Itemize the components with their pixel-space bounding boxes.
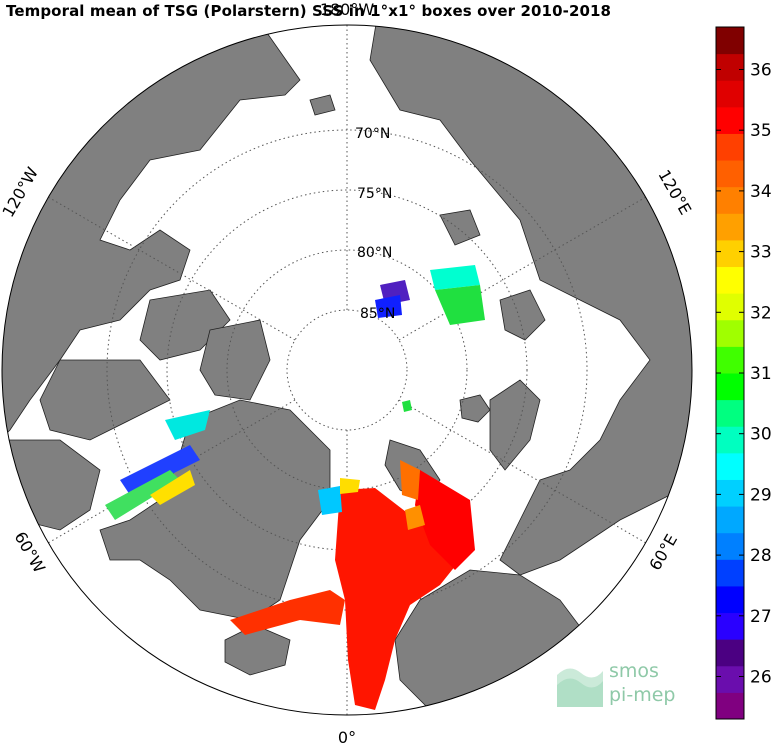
colorbar-swatch: [716, 479, 744, 507]
colorbar-swatch: [716, 346, 744, 374]
colorbar: 26 27 28 29 30 31 32 33 34 35 36: [715, 26, 772, 720]
sss-norwegian-sea-strip: [230, 590, 345, 635]
lat-circle-80: [226, 249, 468, 491]
sss-greenland-green: [105, 470, 180, 520]
colorbar-tick-label: 27: [750, 607, 772, 627]
colorbar-tick-label: 33: [750, 243, 772, 263]
sss-central-green: [435, 285, 485, 325]
lat-circle-85: [286, 309, 408, 431]
sss-greenland-cyan: [165, 410, 210, 440]
colorbar-tick-label: 29: [750, 485, 772, 505]
colorbar-swatch: [716, 53, 744, 81]
land-severnaya-zemlya: [499, 289, 546, 341]
lat-label-85: 85°N: [360, 306, 395, 322]
land-wrangel: [309, 94, 336, 116]
land-novaya-zemlya: [489, 379, 541, 471]
colorbar-tick-label: 30: [750, 425, 772, 445]
colorbar-swatch: [716, 319, 744, 347]
lon-label-180w: 180°W: [320, 0, 375, 19]
sss-central-cyan: [430, 265, 480, 290]
colorbar-swatch: [716, 160, 744, 188]
colorbar-swatch: [716, 612, 744, 640]
lon-label-120e: 120°E: [654, 166, 695, 218]
colorbar-swatch: [716, 532, 744, 560]
colorbar-swatch: [716, 373, 744, 401]
land-new-siberian-islands: [439, 209, 481, 246]
logo-text-pi-mep: pi-mep: [609, 684, 675, 706]
colorbar-swatch: [716, 27, 744, 55]
colorbar-swatch: [716, 665, 744, 693]
sss-greenland-blue: [120, 445, 200, 495]
colorbar-tick-label: 32: [750, 303, 772, 323]
sss-barents-strip: [415, 470, 475, 570]
colorbar-swatch: [716, 426, 744, 454]
colorbar-swatch: [716, 639, 744, 667]
logo-wave-icon: [557, 668, 603, 707]
colorbar-swatch: [716, 452, 744, 480]
sss-central-blue: [375, 295, 402, 318]
map-boundary: [1, 24, 693, 716]
colorbar-tick-label: 34: [750, 182, 772, 202]
lat-label-80: 80°N: [357, 245, 392, 261]
colorbar-swatches: [716, 27, 744, 720]
sss-fram-yellow: [340, 478, 360, 494]
land-greenland: [99, 399, 331, 621]
colorbar-swatch: [716, 133, 744, 161]
smos-pi-mep-logo: smos pi-mep: [557, 660, 675, 707]
colorbar-tick-label: 31: [750, 364, 772, 384]
colorbar-tick-label: 26: [750, 668, 772, 688]
sss-data-boxes: [105, 265, 485, 710]
sss-orange-edge-1: [400, 460, 420, 500]
colorbar-tick-label: 36: [750, 60, 772, 80]
lon-label-0: 0°: [338, 728, 356, 746]
colorbar-swatch: [716, 692, 744, 720]
land-arctic-archipelago-2: [199, 319, 271, 401]
colorbar-swatch: [716, 293, 744, 321]
lat-label-75: 75°N: [357, 186, 392, 202]
colorbar-swatch: [716, 559, 744, 587]
colorbar-swatch: [716, 266, 744, 294]
colorbar-tick-label: 28: [750, 546, 772, 566]
map-title: Temporal mean of TSG (Polarstern) SSS in…: [6, 2, 612, 20]
land-franz-josef: [459, 394, 491, 423]
colorbar-swatch: [716, 106, 744, 134]
colorbar-swatch: [716, 399, 744, 427]
sss-fram-cyan: [318, 486, 342, 515]
lon-label-120w: 120°W: [0, 164, 42, 221]
colorbar-swatch: [716, 506, 744, 534]
sss-central-green-2: [402, 400, 412, 412]
sss-atlantic-inflow: [335, 488, 460, 710]
colorbar-tick-label: 35: [750, 121, 772, 141]
colorbar-ticks: 26 27 28 29 30 31 32 33 34 35 36: [716, 60, 772, 688]
lat-label-70: 70°N: [355, 126, 390, 142]
sss-orange-edge-2: [405, 505, 425, 530]
colorbar-swatch: [716, 80, 744, 108]
colorbar-swatch: [716, 585, 744, 614]
sss-greenland-yellow: [150, 470, 195, 505]
colorbar-swatch: [716, 213, 744, 241]
land-arctic-archipelago-3: [39, 359, 171, 441]
logo-text-smos: smos: [609, 660, 659, 682]
lon-label-60e: 60°E: [645, 531, 681, 574]
colorbar-swatch: [716, 239, 744, 268]
lon-label-60w: 60°W: [10, 528, 49, 576]
lat-circle-75: [166, 189, 528, 551]
